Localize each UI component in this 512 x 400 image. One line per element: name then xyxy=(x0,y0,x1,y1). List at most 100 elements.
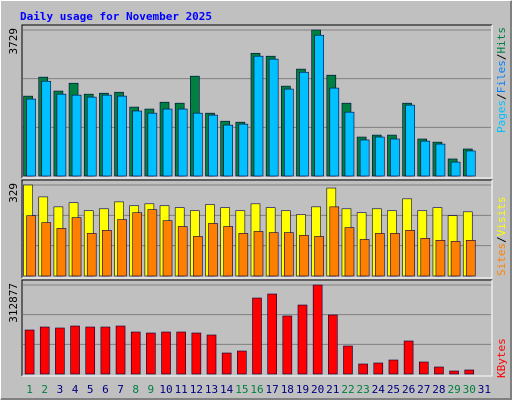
y-tick-label: 329 xyxy=(7,183,20,203)
x-tick-label: 12 xyxy=(190,383,203,396)
y-tick-label: 3729 xyxy=(7,28,20,55)
bar xyxy=(297,304,308,375)
bar xyxy=(238,123,249,177)
x-tick-label: 1 xyxy=(26,383,33,396)
x-tick-label: 28 xyxy=(432,383,445,396)
y-tick-label: 312877 xyxy=(7,283,20,323)
x-tick-label: 10 xyxy=(159,383,172,396)
legend-entry: Visits xyxy=(495,197,508,237)
bar xyxy=(435,143,446,177)
bar xyxy=(329,206,340,277)
bar xyxy=(450,161,461,177)
chart-title: Daily usage for November 2025 xyxy=(20,10,212,23)
bar xyxy=(147,209,158,277)
bar xyxy=(405,230,415,277)
bar xyxy=(420,140,431,177)
panel-border-light xyxy=(22,180,493,279)
panel-border-light xyxy=(22,25,493,179)
legend: Pages/Files/Hits xyxy=(495,27,508,133)
legend-entry: Sites xyxy=(495,243,508,276)
bar xyxy=(284,232,294,277)
x-tick-label: 21 xyxy=(326,383,339,396)
legend-entry: Pages xyxy=(495,100,508,133)
bar xyxy=(162,108,173,177)
bar xyxy=(268,58,279,177)
bar xyxy=(191,332,202,375)
bar xyxy=(388,359,399,375)
legend-separator: / xyxy=(495,54,508,61)
bar xyxy=(343,345,353,375)
x-tick-label: 19 xyxy=(296,383,309,396)
bar xyxy=(161,331,171,375)
bar xyxy=(314,236,324,277)
x-tick-label: 4 xyxy=(72,383,79,396)
x-tick-label: 11 xyxy=(175,383,188,396)
bar xyxy=(193,236,203,277)
panel-border-dark xyxy=(21,179,492,278)
bar xyxy=(312,284,323,375)
bar xyxy=(223,124,233,177)
bar xyxy=(147,112,158,177)
x-tick-label: 13 xyxy=(205,383,218,396)
bar xyxy=(282,315,293,375)
bar xyxy=(24,329,35,375)
bar xyxy=(221,352,232,375)
bar xyxy=(146,332,156,375)
bar xyxy=(70,325,80,375)
x-tick-label: 22 xyxy=(341,383,354,396)
bar xyxy=(237,350,247,375)
panel-border-dark xyxy=(21,24,492,178)
bar xyxy=(374,136,385,177)
bar xyxy=(162,220,173,277)
legend-separator: / xyxy=(495,236,508,243)
bar xyxy=(314,34,324,177)
bar xyxy=(102,230,112,277)
bar xyxy=(117,219,127,277)
bar xyxy=(117,95,127,177)
bar xyxy=(193,112,203,177)
panel-border-dark xyxy=(21,279,492,376)
bar xyxy=(100,326,111,375)
bar xyxy=(344,111,355,177)
bar xyxy=(435,240,446,277)
bar xyxy=(177,108,188,177)
bar xyxy=(252,297,262,375)
legend-entry: Hits xyxy=(495,27,508,54)
bar xyxy=(253,231,264,277)
bar xyxy=(465,240,476,277)
bar xyxy=(71,217,82,277)
bar xyxy=(253,55,264,177)
bar xyxy=(26,98,36,177)
bar xyxy=(329,87,340,177)
bar xyxy=(465,150,476,177)
bar xyxy=(449,370,459,375)
x-tick-label: 5 xyxy=(87,383,94,396)
x-tick-label: 20 xyxy=(311,383,324,396)
x-tick-label: 26 xyxy=(402,383,415,396)
bar xyxy=(208,223,218,277)
bar xyxy=(238,233,249,277)
bar xyxy=(176,331,186,375)
x-tick-label: 16 xyxy=(250,383,263,396)
bar xyxy=(56,93,67,177)
bar xyxy=(55,327,65,375)
bar xyxy=(267,293,277,375)
bar xyxy=(208,114,218,177)
x-tick-label: 30 xyxy=(463,383,476,396)
x-tick-label: 17 xyxy=(266,383,279,396)
legend-entry: KBytes xyxy=(495,338,508,378)
x-tick-label: 23 xyxy=(357,383,370,396)
x-tick-label: 24 xyxy=(372,383,386,396)
bar xyxy=(359,139,370,177)
bar xyxy=(71,94,82,177)
legend-entry: Files xyxy=(495,60,508,93)
bar xyxy=(85,326,96,375)
bar xyxy=(464,369,475,375)
bar xyxy=(26,215,36,277)
x-tick-label: 7 xyxy=(117,383,124,396)
x-tick-label: 27 xyxy=(417,383,430,396)
bar xyxy=(359,239,370,277)
x-tick-label: 29 xyxy=(447,383,460,396)
bar xyxy=(358,363,368,375)
